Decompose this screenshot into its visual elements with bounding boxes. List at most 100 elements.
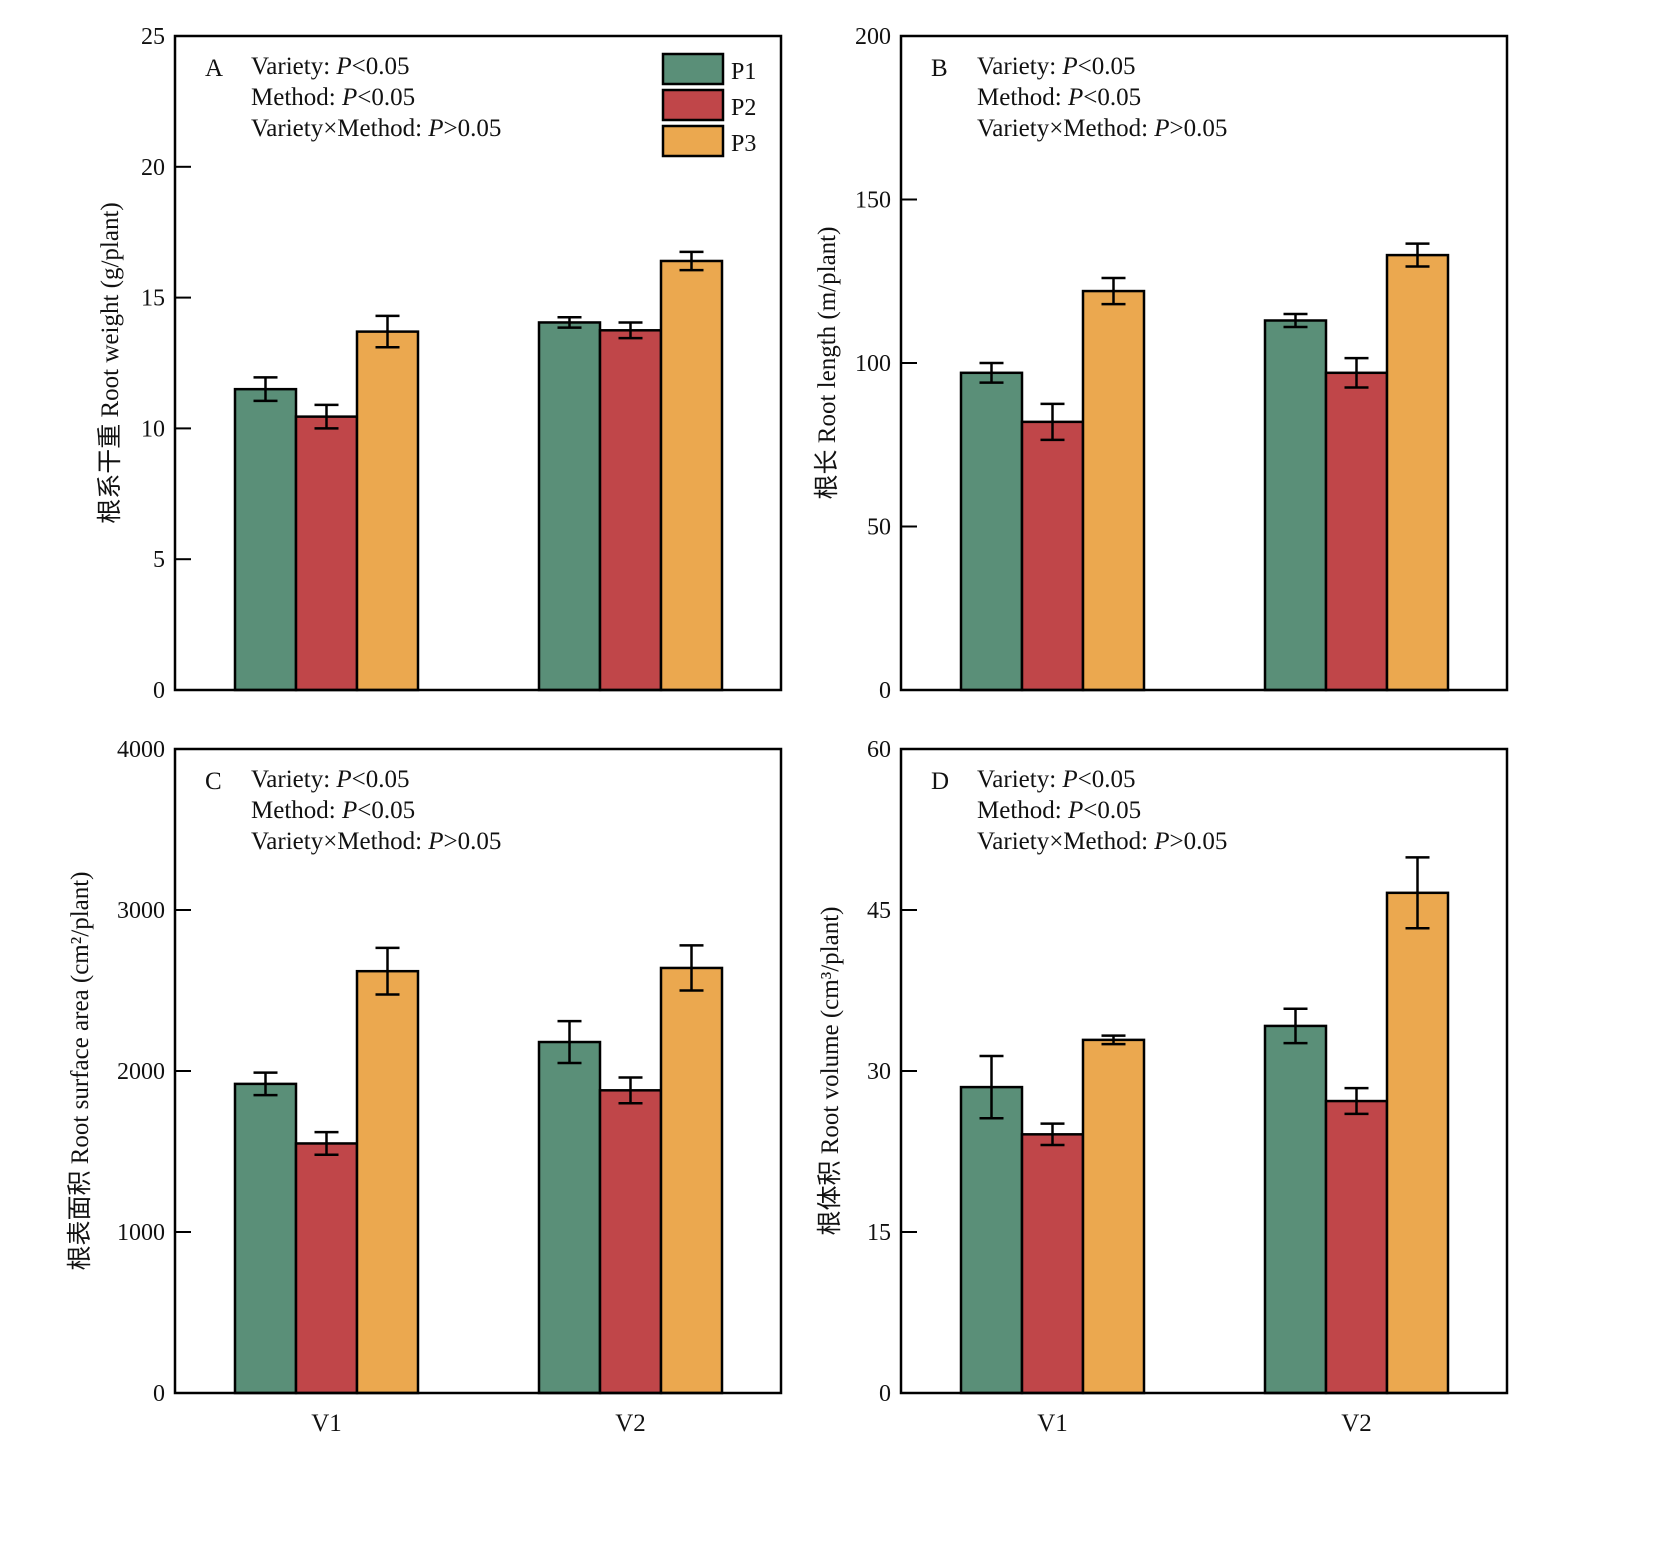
y-tick-label: 30 [867, 1059, 891, 1085]
y-axis-label: 根系干重 Root weight (g/plant) [96, 202, 124, 524]
x-tick-label: V2 [615, 1410, 646, 1437]
bar-b-v1-p1 [959, 371, 1024, 692]
legend-label: P1 [731, 59, 756, 85]
y-tick-label: 10 [141, 416, 165, 442]
stats-line: Method: P<0.05 [251, 797, 415, 824]
y-tick-label: 0 [153, 678, 165, 704]
error-bar [1405, 856, 1430, 930]
bar-d-v1-p2 [1020, 1133, 1085, 1395]
y-axis-label: 根长 Root length (m/plant) [813, 227, 841, 500]
bar-d-v2-p1 [1263, 1024, 1328, 1395]
error-bar [1101, 1034, 1126, 1046]
error-bar [1344, 1086, 1369, 1116]
stats-line: Variety: P<0.05 [977, 766, 1136, 793]
error-bar [375, 314, 400, 349]
error-bar [1405, 242, 1430, 268]
bar-a-v1-p2 [294, 415, 359, 692]
bar-a-v2-p1 [537, 321, 602, 692]
bar-b-v2-p2 [1324, 371, 1389, 692]
bar-c-v2-p2 [598, 1089, 663, 1395]
panel-letter: C [205, 768, 222, 795]
y-tick-label: 4000 [117, 737, 165, 763]
y-tick-label: 100 [855, 351, 891, 377]
bar-a-v1-p3 [355, 330, 420, 692]
legend-swatch-p2 [661, 88, 725, 122]
error-bar [1344, 356, 1369, 389]
y-tick-label: 0 [879, 1381, 891, 1407]
x-tick-label: V2 [1341, 1410, 1372, 1437]
error-bar [618, 321, 643, 340]
bar-c-v2-p3 [659, 966, 724, 1395]
bar-a-v2-p3 [659, 259, 724, 692]
x-tick-label: V1 [1037, 1410, 1068, 1437]
y-tick-label: 25 [141, 24, 165, 50]
legend-label: P3 [731, 131, 756, 157]
error-bar [618, 1076, 643, 1105]
y-tick-label: 0 [153, 1381, 165, 1407]
y-tick-label: 50 [867, 515, 891, 541]
bar-c-v1-p2 [294, 1142, 359, 1395]
bar-d-v2-p3 [1385, 891, 1450, 1395]
error-bar [979, 1054, 1004, 1120]
error-bar [253, 376, 278, 403]
bar-b-v1-p2 [1020, 420, 1085, 692]
error-bar [557, 315, 582, 329]
bar-c-v2-p1 [537, 1040, 602, 1395]
panel-letter: D [931, 768, 949, 795]
x-tick-label: V1 [311, 1410, 342, 1437]
panel-letter: B [931, 55, 948, 82]
bar-a-v1-p1 [233, 387, 298, 692]
panel-d: V1 V2 0 15 30 45 60 根体积 Root volume (cm³/plant)… [816, 737, 1509, 1437]
stats-line: Method: P<0.05 [251, 84, 415, 111]
bar-b-v2-p1 [1263, 319, 1328, 692]
stats-line: Variety: P<0.05 [977, 53, 1136, 80]
y-tick-label: 15 [867, 1220, 891, 1246]
y-axis-label: 根表面积 Root surface area (cm²/plant) [66, 871, 94, 1270]
y-tick-label: 15 [141, 286, 165, 312]
y-tick-label: 60 [867, 737, 891, 763]
legend-swatch-p3 [661, 124, 725, 158]
stats-line: Variety×Method: P>0.05 [977, 828, 1227, 855]
stats-line: Method: P<0.05 [977, 797, 1141, 824]
error-bar [679, 944, 704, 992]
stats-line: Variety×Method: P>0.05 [251, 828, 501, 855]
y-tick-label: 5 [153, 547, 165, 573]
error-bar [375, 946, 400, 996]
bar-d-v1-p1 [959, 1085, 1024, 1395]
y-tick-label: 2000 [117, 1059, 165, 1085]
y-tick-label: 150 [855, 188, 891, 214]
y-axis-label: 根体积 Root volume (cm³/plant) [816, 907, 844, 1236]
bar-b-v1-p3 [1081, 289, 1146, 692]
y-tick-label: 200 [855, 24, 891, 50]
y-tick-label: 45 [867, 898, 891, 924]
y-tick-label: 20 [141, 155, 165, 181]
legend-swatch-p1 [661, 52, 725, 86]
bar-d-v1-p3 [1081, 1038, 1146, 1395]
bar-c-v1-p3 [355, 969, 420, 1395]
bar-c-v1-p1 [233, 1082, 298, 1395]
error-bar [979, 361, 1004, 384]
bar-a-v2-p2 [598, 329, 663, 692]
y-tick-label: 3000 [117, 898, 165, 924]
stats-line: Variety×Method: P>0.05 [977, 115, 1227, 142]
stats-line: Method: P<0.05 [977, 84, 1141, 111]
error-bar [253, 1071, 278, 1097]
panel-a: 0 5 10 15 20 25 根系干重 Root weight (g/plant) A Var… [96, 24, 783, 704]
y-tick-label: 0 [879, 678, 891, 704]
bar-d-v2-p2 [1324, 1099, 1389, 1395]
stats-line: Variety: P<0.05 [251, 53, 410, 80]
error-bar [1283, 1007, 1308, 1045]
y-tick-label: 1000 [117, 1220, 165, 1246]
error-bar [1040, 402, 1065, 442]
error-bar [314, 1130, 339, 1156]
panel-letter: A [205, 55, 223, 82]
bar-b-v2-p3 [1385, 253, 1450, 692]
plot-frame [173, 34, 783, 692]
error-bar [314, 403, 339, 430]
panel-c: V1 V2 0 1000 2000 3000 4000 根表面积 Root surface a… [66, 737, 783, 1437]
stats-line: Variety×Method: P>0.05 [251, 115, 501, 142]
panel-b: 0 50 100 150 200 根长 Root length (m/plant) B Var… [813, 24, 1509, 704]
error-bar [1101, 276, 1126, 306]
legend-label: P2 [731, 95, 756, 121]
